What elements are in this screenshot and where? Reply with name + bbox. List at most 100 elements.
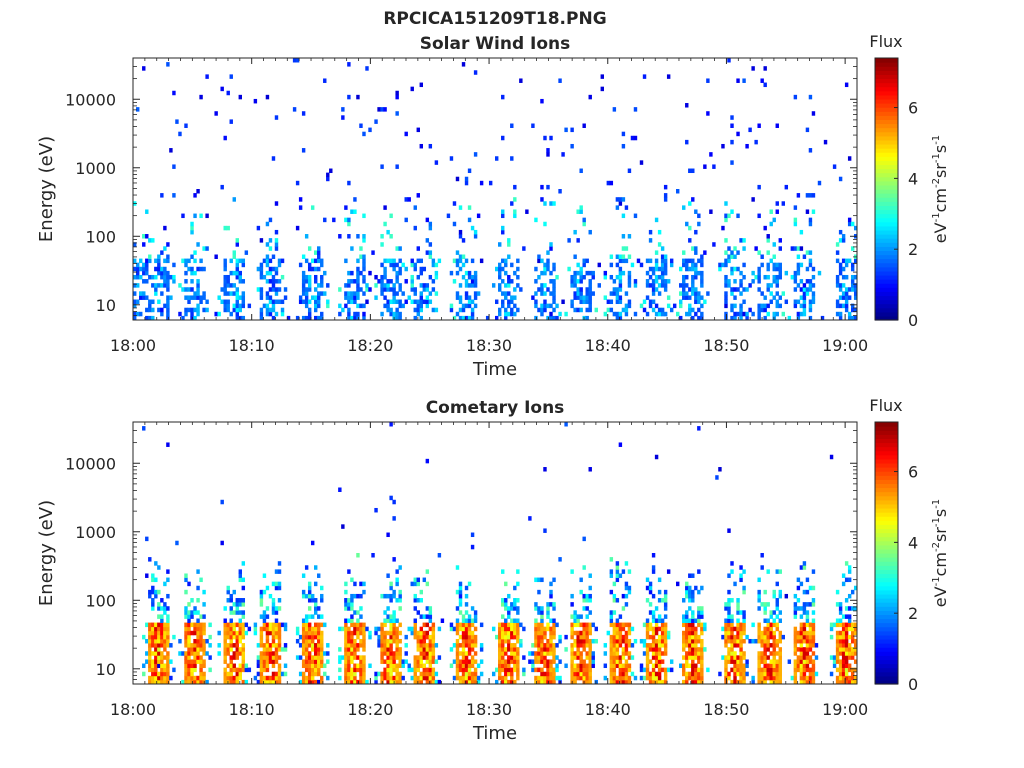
heatmap-cell: [398, 598, 402, 603]
heatmap-cell: [543, 651, 547, 656]
heatmap-cell: [697, 638, 701, 644]
colorbar-swatch: [875, 561, 898, 566]
heatmap-cell: [513, 585, 517, 591]
heatmap-cell: [235, 638, 239, 644]
heatmap-cell: [645, 663, 650, 669]
heatmap-cell: [461, 638, 466, 644]
heatmap-cell: [555, 667, 559, 673]
heatmap-cell: [196, 279, 200, 284]
heatmap-cell: [621, 213, 626, 219]
heatmap-cell: [739, 651, 743, 656]
heatmap-cell: [811, 598, 816, 603]
heatmap-cell: [853, 606, 858, 611]
heatmap-cell: [615, 573, 620, 578]
heatmap-cell: [742, 287, 746, 292]
heatmap-cell: [624, 258, 629, 264]
heatmap-cell: [172, 262, 176, 268]
heatmap-cell: [458, 651, 463, 656]
heatmap-cell: [187, 663, 191, 669]
heatmap-cell: [383, 659, 387, 664]
heatmap-cell: [549, 315, 553, 321]
heatmap-cell: [280, 258, 285, 264]
heatmap-cell: [645, 651, 650, 656]
heatmap-cell: [522, 246, 526, 251]
heatmap-cell: [193, 291, 197, 296]
heatmap-cell: [362, 311, 366, 317]
heatmap-cell: [274, 287, 279, 292]
heatmap-cell: [265, 663, 270, 669]
heatmap-cell: [232, 667, 236, 673]
heatmap-cell: [410, 630, 414, 636]
heatmap-cell: [404, 279, 408, 284]
heatmap-cell: [226, 647, 230, 652]
heatmap-cell: [685, 221, 689, 227]
heatmap-cell: [166, 254, 170, 259]
heatmap-cell: [682, 291, 686, 296]
heatmap-cell: [226, 225, 230, 231]
colorbar-swatch: [875, 434, 898, 439]
heatmap-cell: [145, 307, 149, 313]
heatmap-cell: [317, 283, 321, 288]
heatmap-cell: [193, 213, 197, 219]
heatmap-cell: [609, 180, 614, 186]
heatmap-cell: [808, 634, 813, 640]
heatmap-cell: [145, 573, 149, 578]
heatmap-cell: [347, 62, 351, 67]
heatmap-cell: [778, 659, 782, 664]
heatmap-cell: [362, 622, 366, 628]
heatmap-cell: [796, 311, 801, 317]
heatmap-cell: [507, 254, 511, 259]
heatmap-cell: [609, 589, 614, 595]
heatmap-cell: [344, 217, 348, 223]
heatmap-cell: [504, 606, 508, 611]
heatmap-cell: [850, 671, 855, 677]
heatmap-cell: [549, 675, 553, 681]
heatmap-cell: [416, 127, 420, 133]
heatmap-cell: [407, 663, 411, 669]
heatmap-cell: [304, 675, 309, 681]
heatmap-cell: [648, 585, 653, 591]
heatmap-cell: [775, 209, 779, 214]
heatmap-cell: [314, 303, 318, 309]
heatmap-cell: [510, 647, 514, 652]
heatmap-cell: [838, 315, 843, 321]
heatmap-cell: [449, 663, 454, 669]
heatmap-cell: [301, 148, 306, 153]
heatmap-cell: [241, 279, 246, 284]
heatmap-cell: [461, 679, 466, 685]
heatmap-cell: [392, 651, 396, 656]
heatmap-cell: [645, 258, 650, 264]
heatmap-cell: [320, 634, 324, 640]
heatmap-cell: [347, 602, 351, 607]
heatmap-cell: [694, 270, 698, 276]
heatmap-cell: [841, 659, 846, 664]
heatmap-cell: [844, 622, 849, 628]
heatmap-cell: [440, 618, 445, 623]
heatmap-cell: [534, 618, 538, 623]
heatmap-cell: [513, 606, 517, 611]
heatmap-cell: [187, 638, 191, 644]
heatmap-cell: [745, 311, 749, 317]
heatmap-cell: [244, 622, 249, 628]
heatmap-cell: [133, 258, 137, 264]
heatmap-cell: [570, 274, 574, 280]
heatmap-cell: [694, 311, 698, 317]
heatmap-cell: [700, 270, 704, 276]
heatmap-cell: [235, 258, 239, 264]
heatmap-cell: [573, 663, 577, 669]
heatmap-cell: [163, 630, 167, 636]
colorbar-swatch: [875, 189, 898, 194]
heatmap-cell: [697, 634, 701, 640]
heatmap-cell: [618, 659, 623, 664]
heatmap-cell: [458, 283, 463, 288]
heatmap-cell: [654, 643, 659, 648]
heatmap-cell: [413, 655, 417, 660]
heatmap-cell: [835, 602, 840, 607]
heatmap-cell: [835, 242, 840, 247]
heatmap-cell: [461, 303, 466, 309]
heatmap-cell: [232, 679, 236, 685]
heatmap-cell: [540, 311, 544, 317]
heatmap-cell: [666, 569, 671, 574]
heatmap-cell: [630, 655, 635, 660]
heatmap-cell: [588, 647, 592, 652]
